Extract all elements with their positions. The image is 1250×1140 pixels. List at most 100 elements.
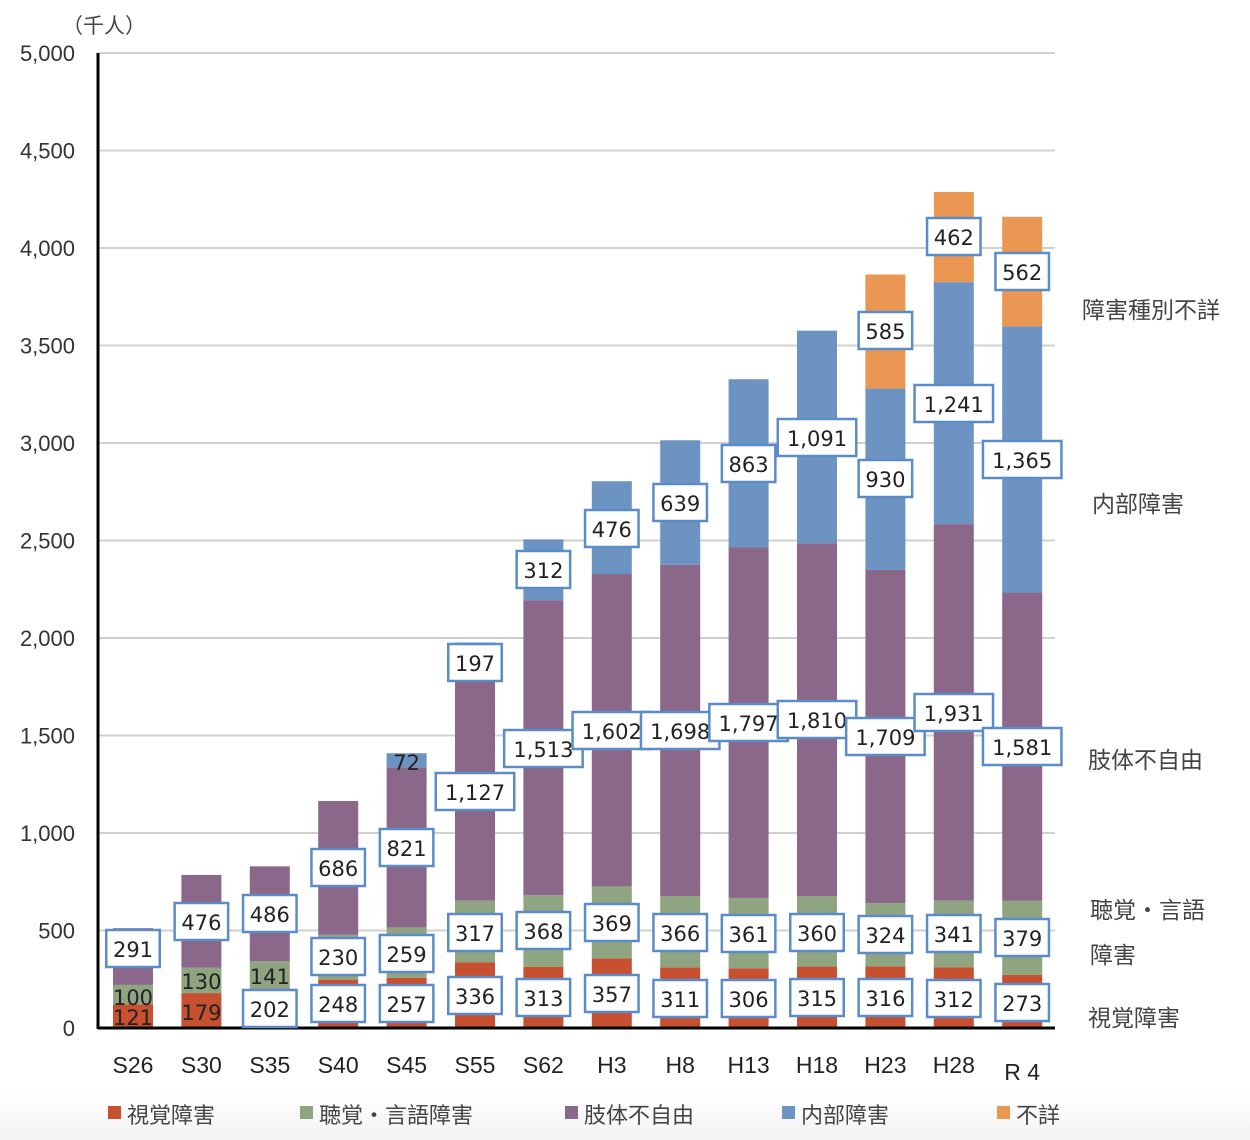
data-label-box — [652, 978, 709, 1019]
bar-segment — [181, 993, 222, 1028]
data-label-box — [173, 901, 230, 942]
legend-label: 不詳 — [1016, 1104, 1060, 1129]
data-label-box — [925, 913, 982, 954]
data-label: 366 — [660, 922, 700, 946]
data-label: 1,698 — [650, 720, 710, 744]
data-label: 248 — [318, 993, 358, 1017]
data-label-box — [720, 978, 777, 1019]
data-label: 1,127 — [445, 781, 505, 805]
y-tick-label: 500 — [38, 919, 75, 944]
data-label: 313 — [523, 987, 563, 1011]
x-tick-label: S40 — [318, 1052, 359, 1078]
series-side-label: 視覚障害 — [1088, 1006, 1180, 1032]
data-label: 306 — [729, 988, 769, 1012]
data-label-box — [447, 912, 503, 953]
data-label-box — [776, 699, 858, 740]
data-label-box — [925, 978, 982, 1019]
x-tick-label: H28 — [933, 1052, 975, 1078]
y-tick-labels: 0 500 1,000 1,500 2,000 2,500 3,000 3,500 4,000 4… — [20, 41, 75, 1041]
legend-swatch — [565, 1106, 578, 1119]
y-tick-label: 4,000 — [20, 236, 75, 261]
legend-label: 内部障害 — [801, 1104, 889, 1129]
y-tick-label: 4,500 — [20, 139, 75, 164]
data-label: 930 — [865, 468, 905, 492]
data-label-box — [720, 913, 777, 954]
legend-item: 聴覚・言語障害 — [300, 1104, 473, 1129]
data-label: 130 — [181, 970, 221, 994]
x-tick-label: S45 — [386, 1052, 427, 1078]
data-label-box — [913, 383, 995, 424]
data-label: 476 — [592, 518, 632, 542]
data-label: 1,709 — [855, 726, 915, 750]
data-label: 639 — [660, 492, 700, 516]
data-label-box — [981, 726, 1063, 767]
data-label-box — [652, 482, 709, 523]
data-label: 1,797 — [719, 712, 779, 736]
data-label-box — [105, 928, 161, 969]
legend-swatch — [997, 1106, 1010, 1119]
legend-item: 肢体不自由 — [565, 1104, 694, 1129]
data-label: 476 — [181, 911, 221, 935]
data-label-box — [515, 910, 572, 951]
x-tick-label: H18 — [796, 1052, 838, 1078]
data-label-box — [913, 692, 995, 733]
data-label: 312 — [934, 988, 974, 1012]
x-tick-label: H23 — [864, 1052, 906, 1078]
data-label: 361 — [729, 923, 769, 947]
data-label-box — [310, 936, 367, 977]
y-unit-label: （千人） — [62, 14, 146, 38]
series-side-label: 障害種別不詳 — [1082, 298, 1220, 324]
data-label: 1,602 — [582, 720, 642, 744]
data-label-box — [720, 443, 777, 484]
data-label-box — [857, 310, 914, 351]
data-label: 585 — [865, 320, 905, 344]
data-label: 686 — [318, 857, 358, 881]
series-side-label: 障害 — [1090, 943, 1136, 969]
data-label: 336 — [455, 985, 495, 1009]
data-label-box — [857, 458, 914, 499]
data-label: 230 — [318, 946, 358, 970]
legend: 視覚障害 聴覚・言語障害 肢体不自由 内部障害 不詳 — [108, 1104, 1060, 1129]
data-label: 312 — [523, 559, 563, 583]
data-label-box — [925, 216, 982, 257]
data-label-box — [994, 982, 1051, 1023]
data-label-box — [310, 983, 367, 1024]
footer-band — [0, 1090, 1250, 1140]
data-label-box — [378, 933, 435, 974]
data-label: 1,513 — [513, 738, 573, 762]
bar-segment — [249, 961, 290, 989]
data-label-box — [639, 710, 721, 751]
x-tick-label: H8 — [665, 1052, 694, 1078]
y-tick-label: 1,500 — [20, 724, 75, 749]
data-label: 291 — [113, 938, 153, 962]
legend-item: 不詳 — [997, 1104, 1060, 1129]
data-label: 197 — [455, 652, 495, 676]
legend-item: 内部障害 — [782, 1104, 889, 1129]
data-label: 1,091 — [787, 427, 847, 451]
data-label: 379 — [1002, 927, 1042, 951]
data-label: 368 — [523, 920, 563, 944]
data-label: 1,365 — [992, 449, 1052, 473]
y-tick-label: 3,500 — [20, 334, 75, 359]
data-label: 369 — [592, 912, 632, 936]
data-label-box — [447, 975, 503, 1016]
data-label-box — [515, 549, 572, 590]
y-tick-label: 5,000 — [20, 41, 75, 66]
data-label-box — [857, 977, 914, 1018]
data-label-box — [515, 977, 572, 1018]
bar-segment — [113, 1004, 153, 1028]
bar-segment — [386, 753, 427, 768]
data-label: 1,581 — [992, 736, 1052, 760]
data-label-box — [583, 902, 640, 943]
legend-swatch — [782, 1106, 795, 1119]
data-label: 1,241 — [924, 393, 984, 417]
data-label-box — [583, 508, 640, 549]
data-label-box — [844, 716, 926, 757]
data-label-box — [652, 912, 709, 953]
data-label: 341 — [934, 923, 974, 947]
legend-item: 視覚障害 — [108, 1104, 215, 1129]
data-label-box — [857, 914, 914, 955]
legend-label: 聴覚・言語障害 — [319, 1104, 473, 1129]
